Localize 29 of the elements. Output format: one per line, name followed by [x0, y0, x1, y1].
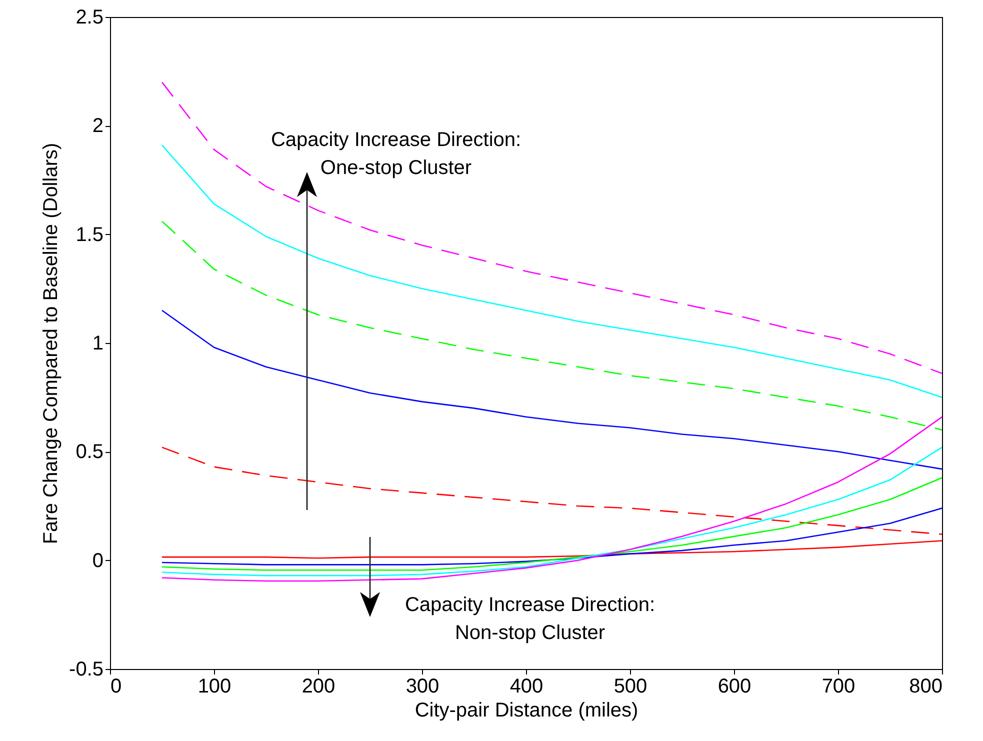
line-series — [161, 446, 942, 535]
y-tick-label: 2 — [92, 115, 104, 138]
x-tick-label: 400 — [510, 676, 544, 698]
line-series — [161, 82, 942, 374]
x-axis-title: City-pair Distance (miles) — [414, 700, 638, 722]
y-tick-label: 1.5 — [76, 224, 104, 246]
y-axis-title: Fare Change Compared to Baseline (Dollars) — [40, 142, 62, 544]
line-series — [161, 416, 942, 582]
line-series — [161, 477, 942, 571]
x-tick-label: 300 — [406, 676, 440, 698]
line-series — [161, 508, 942, 566]
line-series — [161, 310, 942, 470]
x-tick-label: 0 — [110, 676, 122, 698]
x-tick-label: 700 — [822, 676, 856, 698]
y-tick-label: 0.5 — [76, 441, 104, 464]
line-series — [161, 540, 942, 559]
x-tick-label: 200 — [302, 676, 336, 698]
line-series — [161, 446, 942, 576]
y-tick-label: 1 — [92, 332, 104, 354]
x-tick-label: 600 — [718, 676, 752, 698]
annotation: Capacity Increase Direction: Non-stop Cluster — [404, 594, 656, 644]
x-tick-label: 800 — [909, 676, 942, 698]
annotation: Capacity Increase Direction: One-stop Cluster — [270, 129, 522, 179]
y-tick-label: 0 — [92, 550, 104, 572]
line-series — [161, 220, 942, 431]
x-tick-label: 500 — [614, 676, 648, 698]
x-tick-label: 100 — [198, 676, 232, 698]
y-tick-label: 2.5 — [76, 6, 104, 28]
y-tick-label: -0.5 — [69, 658, 104, 680]
